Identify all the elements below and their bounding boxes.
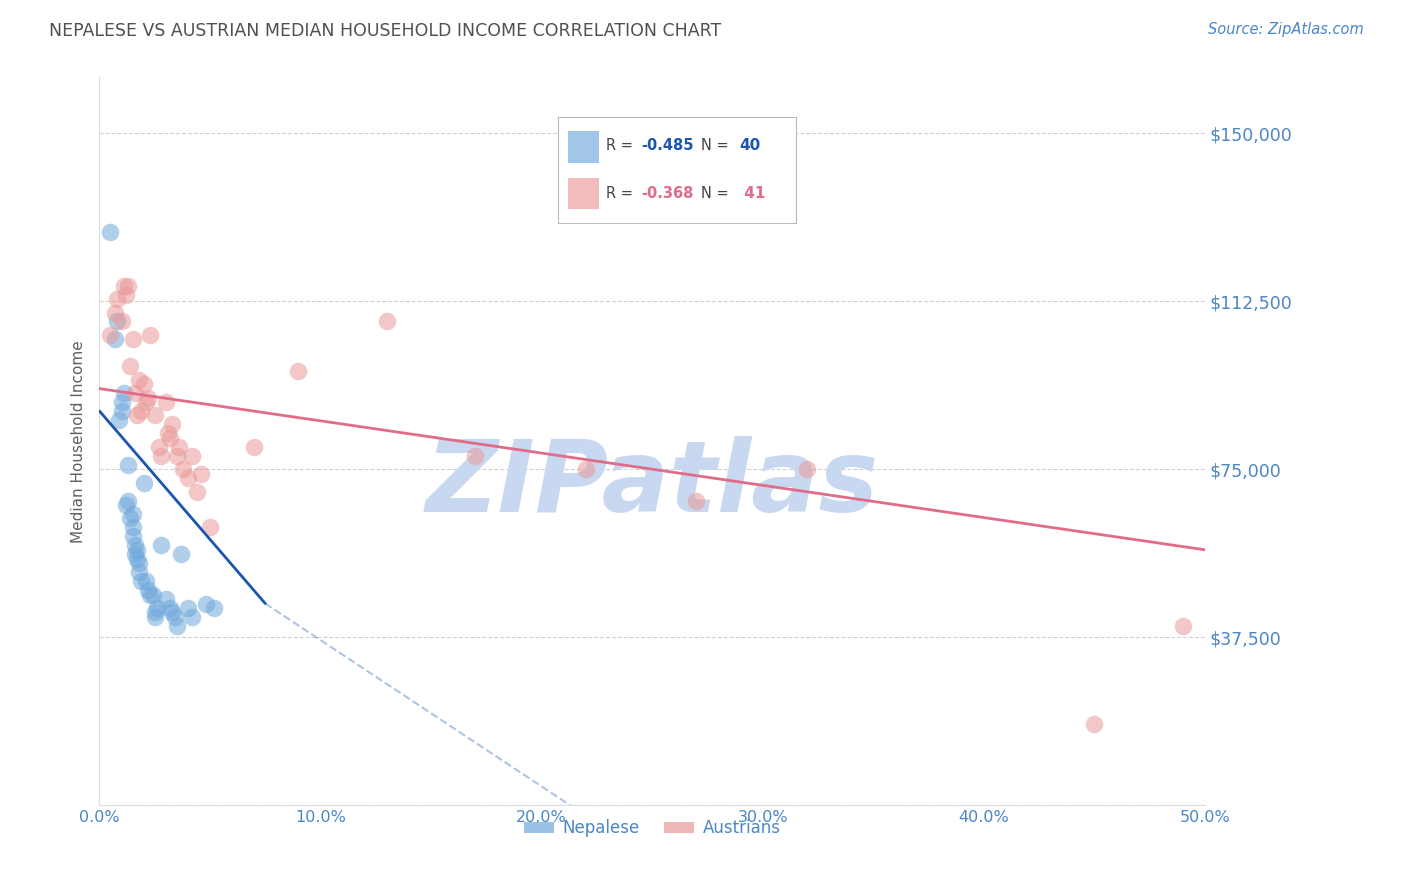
Point bbox=[112, 386, 135, 401]
Point bbox=[1171, 619, 1194, 633]
Point bbox=[121, 529, 143, 543]
Point bbox=[128, 565, 150, 579]
Point bbox=[155, 395, 177, 409]
Point bbox=[110, 314, 132, 328]
Point bbox=[128, 556, 150, 570]
Point bbox=[100, 225, 122, 239]
Point bbox=[105, 292, 128, 306]
Point bbox=[143, 606, 166, 620]
Point bbox=[108, 413, 131, 427]
Point bbox=[115, 498, 138, 512]
Point bbox=[146, 601, 169, 615]
Point bbox=[181, 449, 204, 463]
Point bbox=[243, 440, 266, 454]
Point bbox=[150, 538, 173, 552]
Point bbox=[162, 606, 184, 620]
Point bbox=[120, 359, 142, 374]
Point bbox=[143, 409, 166, 423]
Point bbox=[117, 493, 139, 508]
Point bbox=[464, 449, 486, 463]
Point bbox=[121, 520, 143, 534]
Text: NEPALESE VS AUSTRIAN MEDIAN HOUSEHOLD INCOME CORRELATION CHART: NEPALESE VS AUSTRIAN MEDIAN HOUSEHOLD IN… bbox=[49, 22, 721, 40]
Point bbox=[143, 610, 166, 624]
Point bbox=[156, 426, 179, 441]
Point bbox=[166, 449, 188, 463]
Point bbox=[125, 551, 148, 566]
Point bbox=[375, 314, 398, 328]
Point bbox=[139, 327, 162, 342]
Point bbox=[163, 610, 186, 624]
Point bbox=[575, 462, 598, 476]
Point bbox=[150, 449, 173, 463]
Point bbox=[125, 409, 148, 423]
Point bbox=[124, 538, 146, 552]
Point bbox=[136, 391, 159, 405]
Point bbox=[177, 471, 200, 485]
Point bbox=[186, 484, 208, 499]
Point bbox=[104, 332, 127, 346]
Point bbox=[1083, 717, 1105, 731]
Point bbox=[198, 520, 221, 534]
Point bbox=[120, 511, 142, 525]
Text: Source: ZipAtlas.com: Source: ZipAtlas.com bbox=[1208, 22, 1364, 37]
Point bbox=[796, 462, 818, 476]
Point bbox=[110, 395, 132, 409]
Point bbox=[128, 373, 150, 387]
Point bbox=[141, 588, 163, 602]
Point bbox=[124, 386, 146, 401]
Point bbox=[181, 610, 204, 624]
Point bbox=[172, 462, 194, 476]
Point bbox=[125, 542, 148, 557]
Legend: Nepalese, Austrians: Nepalese, Austrians bbox=[517, 813, 787, 844]
Point bbox=[105, 314, 128, 328]
Point bbox=[202, 601, 225, 615]
Point bbox=[131, 404, 153, 418]
Point bbox=[135, 574, 157, 589]
Point bbox=[131, 574, 153, 589]
Point bbox=[287, 364, 309, 378]
Point bbox=[110, 404, 132, 418]
Point bbox=[121, 332, 143, 346]
Point bbox=[117, 458, 139, 472]
Point bbox=[162, 417, 184, 432]
Point bbox=[100, 327, 122, 342]
Text: ZIPatlas: ZIPatlas bbox=[426, 436, 879, 533]
Point bbox=[139, 588, 162, 602]
Point bbox=[121, 507, 143, 521]
Point bbox=[685, 493, 707, 508]
Point bbox=[155, 592, 177, 607]
Point bbox=[159, 601, 181, 615]
Point bbox=[177, 601, 200, 615]
Point bbox=[132, 377, 155, 392]
Point bbox=[115, 287, 138, 301]
Point bbox=[148, 440, 170, 454]
Point bbox=[190, 467, 212, 481]
Point bbox=[136, 583, 159, 598]
Y-axis label: Median Household Income: Median Household Income bbox=[72, 340, 86, 542]
Point bbox=[104, 305, 127, 319]
Point bbox=[132, 475, 155, 490]
Point bbox=[167, 440, 190, 454]
Point bbox=[135, 395, 157, 409]
Point bbox=[159, 431, 181, 445]
Point bbox=[112, 278, 135, 293]
Point bbox=[124, 547, 146, 561]
Point bbox=[194, 597, 217, 611]
Point bbox=[170, 547, 193, 561]
Point bbox=[166, 619, 188, 633]
Point bbox=[117, 278, 139, 293]
